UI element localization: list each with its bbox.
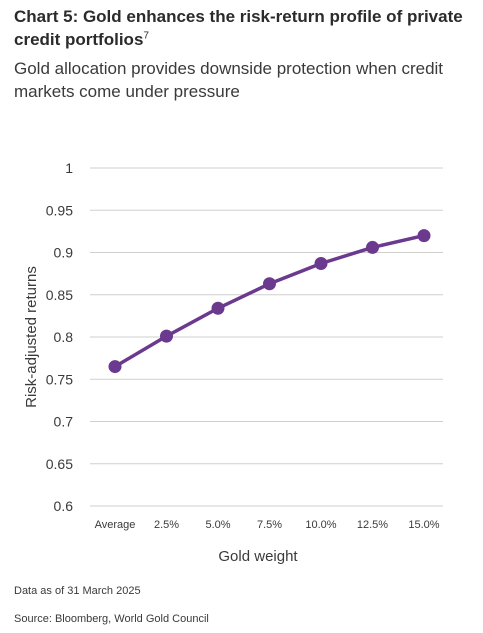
data-point xyxy=(108,360,122,374)
x-tick-label: 15.0% xyxy=(408,519,439,531)
x-tick-label: Average xyxy=(95,519,136,531)
chart-subtitle: Gold allocation provides downside protec… xyxy=(14,59,444,101)
chart-title: Chart 5: Gold enhances the risk-return p… xyxy=(14,5,474,51)
source-note: Source: Bloomberg, World Gold Council xyxy=(14,613,209,625)
y-tick-label: 0.9 xyxy=(54,245,74,261)
data-point xyxy=(263,277,276,291)
data-point xyxy=(366,240,379,254)
y-tick-label: 0.6 xyxy=(54,498,74,514)
data-point xyxy=(417,229,431,243)
y-tick-label: 0.85 xyxy=(46,287,73,303)
title-footnote-marker: 7 xyxy=(143,30,149,42)
data-point xyxy=(160,329,173,343)
data-date-note: Data as of 31 March 2025 xyxy=(14,585,141,597)
series-line xyxy=(113,233,426,369)
x-tick-label: 12.5% xyxy=(357,519,388,531)
y-tick-label: 0.7 xyxy=(54,414,74,430)
gridlines xyxy=(90,167,443,507)
x-tick-label: 10.0% xyxy=(305,519,336,531)
x-tick-label: 5.0% xyxy=(205,519,230,531)
y-tick-label: 0.8 xyxy=(54,329,74,345)
data-point xyxy=(211,301,225,315)
x-axis-label: Gold weight xyxy=(218,548,298,565)
y-tick-label: 0.65 xyxy=(46,456,73,472)
line-chart: 0.6 0.65 0.7 0.75 0.8 0.85 0.9 0.95 1 Average 2.5… xyxy=(23,160,443,565)
y-tick-label: 1 xyxy=(65,160,73,176)
chart-title-text: Chart 5: Gold enhances the risk-return p… xyxy=(14,7,463,49)
x-tick-label: 2.5% xyxy=(154,519,179,531)
x-tick-label: 7.5% xyxy=(257,519,282,531)
y-axis-label: Risk-adjusted returns xyxy=(23,266,40,408)
series-group xyxy=(108,229,431,374)
y-tick-label: 0.75 xyxy=(46,371,73,387)
data-point xyxy=(314,256,328,270)
y-tick-label: 0.95 xyxy=(46,202,73,218)
x-axis-ticks: Average 2.5% 5.0% 7.5% 10.0% 12.5% 15.0% xyxy=(95,519,440,531)
y-axis-ticks: 0.6 0.65 0.7 0.75 0.8 0.85 0.9 0.95 1 xyxy=(46,160,73,514)
